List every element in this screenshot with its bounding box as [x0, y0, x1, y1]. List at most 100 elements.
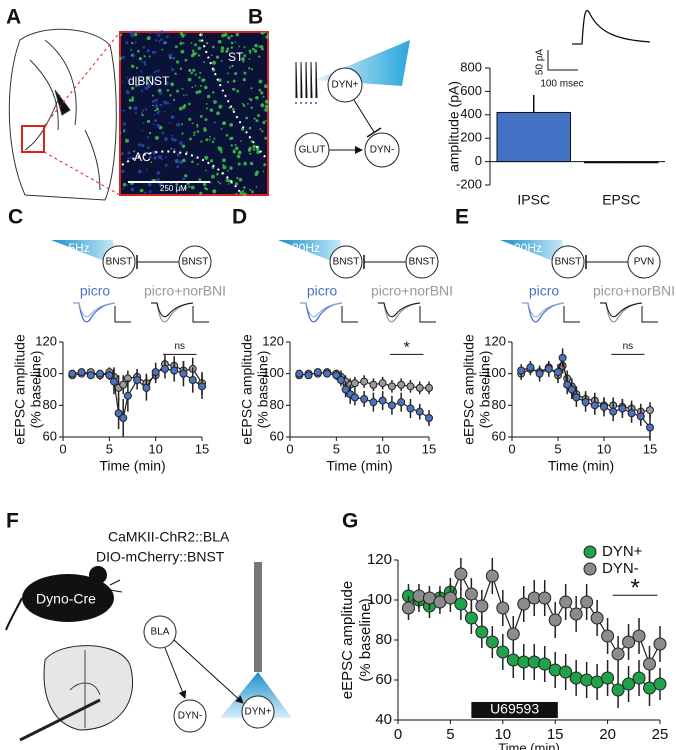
data-point: [485, 635, 499, 649]
cell: [182, 42, 185, 44]
cell: [265, 119, 267, 122]
cell: [131, 98, 134, 102]
cell: [156, 123, 161, 128]
scale-bar: [641, 306, 658, 323]
cell: [214, 121, 216, 124]
cell: [204, 187, 207, 190]
cell: [179, 67, 183, 70]
x-axis-label: Time (min): [548, 458, 614, 474]
data-point: [475, 599, 489, 613]
data-point: [636, 412, 645, 421]
data-point: [601, 629, 615, 643]
cell: [200, 84, 202, 87]
cell: [158, 155, 162, 159]
data-point: [406, 404, 415, 413]
light-beam: [278, 240, 344, 266]
cell: [119, 33, 123, 37]
x-tick-label: 15: [195, 441, 209, 456]
cell: [262, 170, 265, 173]
cell: [164, 137, 168, 141]
legend-marker: [583, 562, 597, 576]
y-tick-label: 60: [492, 428, 506, 443]
data-point: [378, 379, 387, 388]
data-point: [527, 655, 541, 669]
y-tick-label: 120: [35, 333, 57, 348]
cell: [228, 66, 231, 69]
data-point: [548, 613, 562, 627]
light-beam: [220, 672, 292, 718]
trace: [600, 302, 643, 318]
node-label: BNST: [106, 257, 133, 268]
spike: [310, 61, 313, 99]
cell: [143, 55, 146, 58]
construct-label: CaMKII-ChR2::BLA: [108, 529, 230, 545]
cell: [265, 35, 269, 39]
cell: [166, 35, 169, 38]
cell: [227, 183, 230, 185]
cell: [156, 111, 160, 115]
cell: [191, 160, 194, 163]
cell: [147, 84, 151, 88]
data-point: [142, 383, 151, 392]
data-point: [295, 369, 304, 378]
cell: [198, 39, 202, 42]
cell: [191, 49, 195, 53]
cell: [243, 71, 247, 75]
cell: [231, 64, 234, 68]
cell: [231, 88, 235, 91]
cell: [125, 90, 130, 95]
legend-marker: [583, 545, 597, 559]
construct-label: DIO-mCherry::BNST: [96, 549, 225, 565]
data-point: [151, 368, 160, 377]
x-tick-label: EPSC: [602, 192, 640, 208]
scale-label: 50 pA: [535, 49, 546, 75]
zoom-line: [43, 31, 121, 127]
data-point: [350, 379, 359, 388]
cell: [161, 131, 165, 135]
cell: [148, 55, 151, 58]
y-axis-label: (% baseline): [28, 351, 44, 429]
cell: [257, 114, 260, 117]
cell: [194, 85, 197, 87]
y-axis-label: (% baseline): [357, 598, 374, 681]
cell: [184, 33, 187, 36]
cell: [204, 155, 209, 160]
inhibition-bar: [366, 127, 382, 138]
cell: [184, 186, 187, 190]
cell: [183, 104, 187, 107]
data-point: [611, 683, 625, 697]
data-point: [123, 391, 132, 400]
cell: [217, 146, 221, 150]
scale-bar: [547, 50, 578, 71]
cell: [168, 121, 171, 124]
cell: [210, 159, 214, 163]
cell: [229, 123, 234, 127]
data-point: [643, 657, 657, 671]
cell: [137, 33, 140, 36]
cell: [148, 190, 152, 194]
cell: [176, 165, 180, 169]
data-point: [622, 677, 636, 691]
node: [241, 695, 275, 729]
cell: [216, 111, 220, 116]
cell: [142, 122, 145, 125]
cell: [164, 81, 169, 86]
cell: [170, 82, 175, 87]
data-point: [369, 398, 378, 407]
y-tick-label: 80: [270, 397, 284, 412]
data-point: [464, 587, 478, 601]
cell: [218, 78, 222, 82]
cell: [146, 146, 150, 150]
scale-label: 100 msec: [540, 79, 583, 90]
data-point: [397, 398, 406, 407]
x-tick-label: 15: [643, 441, 657, 456]
roi-box: [21, 125, 45, 153]
x-tick-label: 5: [333, 441, 340, 456]
x-tick-label: 10: [148, 441, 162, 456]
trace: [522, 302, 565, 318]
node: [173, 699, 207, 733]
cell: [181, 123, 183, 126]
x-axis-label: Time (min): [99, 458, 165, 474]
y-tick-label: 120: [367, 551, 392, 568]
node-label: DYN-: [370, 145, 394, 156]
